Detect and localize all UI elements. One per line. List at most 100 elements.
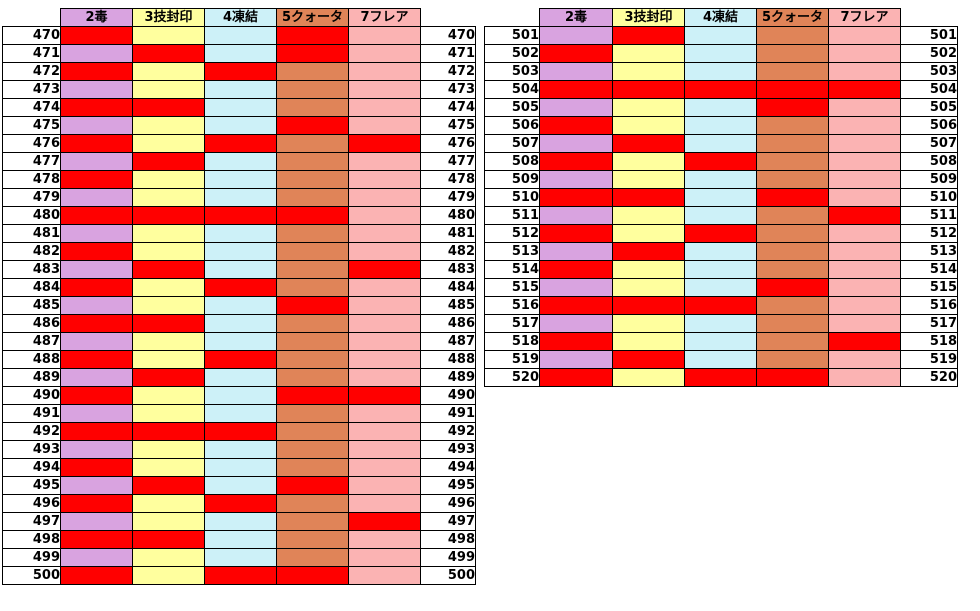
header-row: 2毒 3技封印 4凍結 5クォータ 7フレア [484,8,958,27]
row-number-left: 482 [2,242,61,261]
cell-freeze [204,224,277,243]
cell-quarter [276,26,349,45]
cell-freeze [204,422,277,441]
cell-poison [539,170,613,189]
row-number-right: 470 [420,26,476,45]
cell-skill-seal [132,296,205,315]
row-number-right: 510 [900,188,958,207]
cell-freeze [684,188,757,207]
cell-quarter [756,314,829,333]
cell-skill-seal [132,368,205,387]
cell-flare [348,206,421,225]
cell-quarter [276,314,349,333]
cell-skill-seal [612,188,685,207]
cell-quarter [756,206,829,225]
cell-quarter [756,368,829,387]
table-row: 501 501 [484,26,958,45]
cell-freeze [204,386,277,405]
row-number-left: 490 [2,386,61,405]
cell-freeze [204,26,277,45]
cell-flare [348,278,421,297]
cell-quarter [276,116,349,135]
cell-poison [60,116,133,135]
cell-freeze [204,440,277,459]
cell-skill-seal [132,512,205,531]
cell-freeze [684,224,757,243]
cell-poison [539,62,613,81]
cell-poison [60,440,133,459]
table-row: 475 475 [2,116,476,135]
cell-freeze [204,44,277,63]
row-number-right: 498 [420,530,476,549]
cell-freeze [684,296,757,315]
row-number-left: 494 [2,458,61,477]
row-number-left: 512 [484,224,540,243]
cell-flare [828,44,901,63]
cell-flare [348,134,421,153]
cell-freeze [204,134,277,153]
cell-flare [348,530,421,549]
row-number-left: 497 [2,512,61,531]
table-row: 497 497 [2,512,476,531]
cell-freeze [684,242,757,261]
row-number-right: 489 [420,368,476,387]
table-row: 498 498 [2,530,476,549]
row-number-left: 501 [484,26,540,45]
header-poison: 2毒 [60,8,133,27]
cell-skill-seal [132,80,205,99]
cell-flare [828,134,901,153]
row-number-right: 505 [900,98,958,117]
cell-poison [60,62,133,81]
cell-poison [60,242,133,261]
cell-freeze [684,26,757,45]
table-row: 476 476 [2,134,476,153]
cell-flare [348,494,421,513]
cell-skill-seal [132,134,205,153]
cell-freeze [204,530,277,549]
cell-poison [60,44,133,63]
row-number-left: 477 [2,152,61,171]
cell-flare [348,332,421,351]
cell-quarter [756,134,829,153]
cell-freeze [204,368,277,387]
cell-poison [60,494,133,513]
header-poison: 2毒 [539,8,613,27]
cell-quarter [276,62,349,81]
row-number-right: 477 [420,152,476,171]
cell-freeze [204,332,277,351]
cell-freeze [204,62,277,81]
cell-flare [828,242,901,261]
table-row: 472 472 [2,62,476,81]
cell-freeze [684,98,757,117]
row-number-right: 483 [420,260,476,279]
row-number-left: 506 [484,116,540,135]
cell-skill-seal [612,62,685,81]
cell-skill-seal [612,206,685,225]
cell-poison [60,404,133,423]
corner-blank [900,8,958,27]
table-row: 509 509 [484,170,958,189]
row-number-right: 509 [900,170,958,189]
row-number-right: 497 [420,512,476,531]
cell-freeze [204,512,277,531]
row-number-right: 512 [900,224,958,243]
cell-quarter [276,44,349,63]
cell-poison [539,314,613,333]
cell-quarter [756,116,829,135]
cell-flare [348,566,421,585]
cell-freeze [204,296,277,315]
row-number-left: 518 [484,332,540,351]
cell-freeze [684,116,757,135]
row-number-right: 520 [900,368,958,387]
cell-skill-seal [612,278,685,297]
cell-skill-seal [132,458,205,477]
table-row: 488 488 [2,350,476,369]
cell-poison [60,26,133,45]
cell-poison [539,224,613,243]
cell-skill-seal [612,242,685,261]
cell-skill-seal [132,422,205,441]
cell-freeze [204,350,277,369]
cell-quarter [276,422,349,441]
table-row: 470 470 [2,26,476,45]
row-number-left: 492 [2,422,61,441]
